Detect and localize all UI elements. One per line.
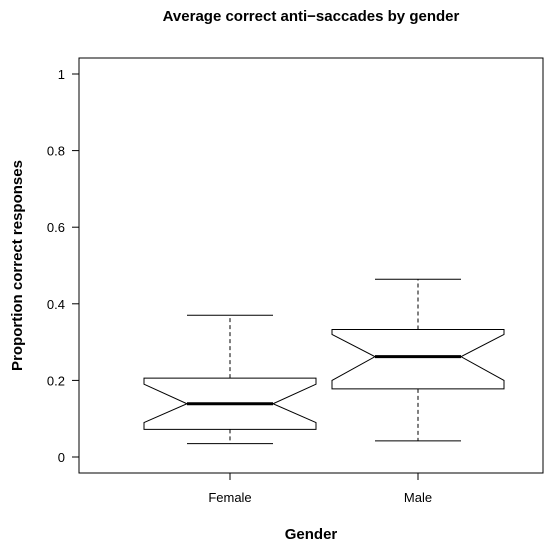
y-axis-label: Proportion correct responses xyxy=(9,160,26,371)
y-axis: 0 0.2 0.4 0.6 0.8 1 xyxy=(47,67,80,465)
box-male xyxy=(331,278,505,442)
notched-box xyxy=(331,328,505,390)
boxes-layer xyxy=(143,278,505,445)
plot-frame xyxy=(78,57,544,474)
x-axis: Female Male xyxy=(208,472,432,505)
x-tick-label: Female xyxy=(208,490,251,505)
y-tick-label: 0.8 xyxy=(47,144,65,159)
y-tick-label: 0.4 xyxy=(47,297,65,312)
x-axis-label: Gender xyxy=(285,526,338,541)
y-tick-label: 0.6 xyxy=(47,220,65,235)
y-tick-label: 1 xyxy=(58,67,65,82)
y-tick-label: 0 xyxy=(58,450,65,465)
y-tick-label: 0.2 xyxy=(47,373,65,388)
x-tick-label: Male xyxy=(404,490,432,505)
chart-title: Average correct anti−saccades by gender xyxy=(163,8,460,25)
box-female xyxy=(143,314,317,445)
